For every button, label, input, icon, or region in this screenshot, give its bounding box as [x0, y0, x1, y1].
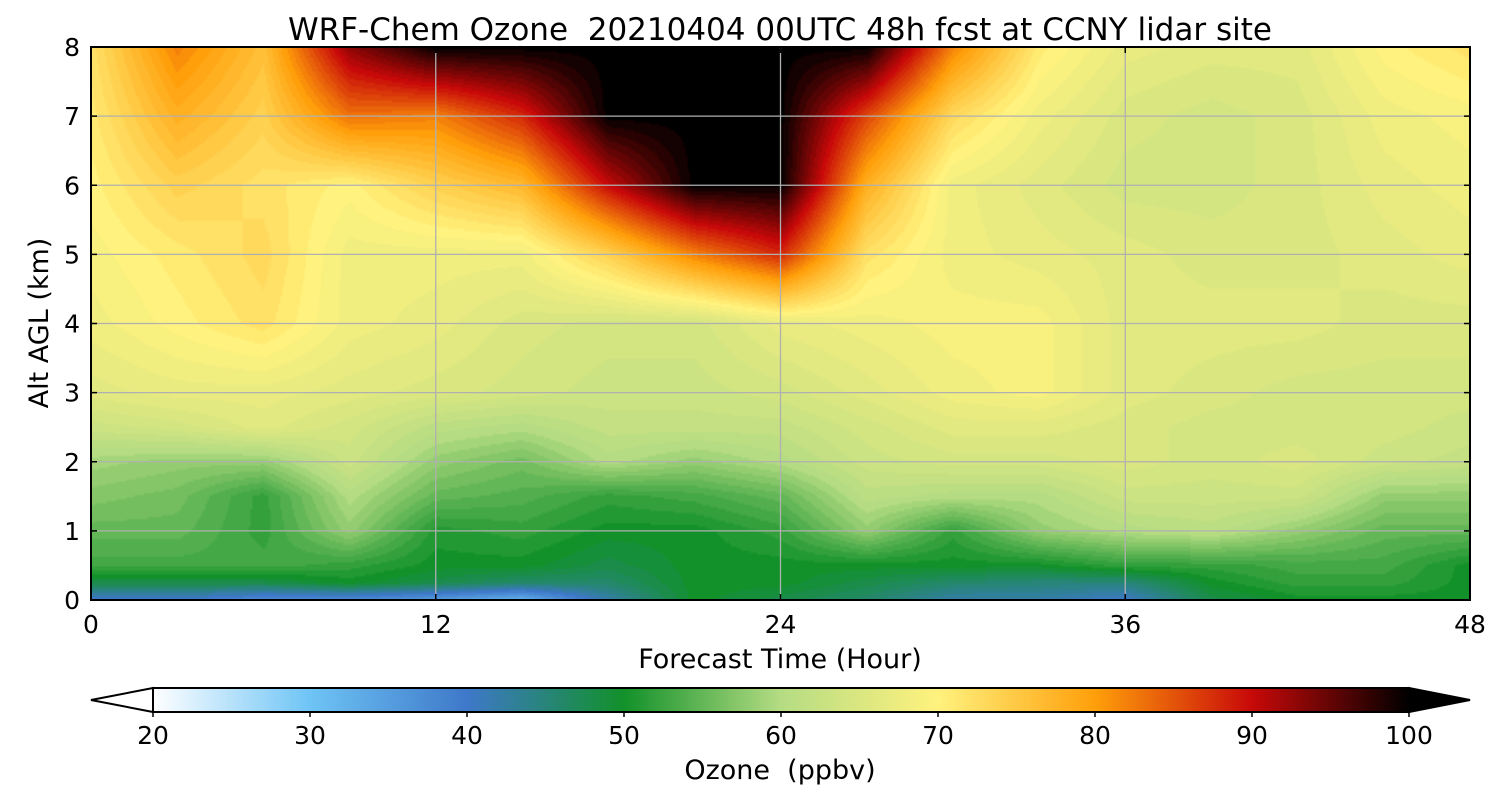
x-axis-label: Forecast Time (Hour) — [638, 644, 922, 675]
y-tick-label: 8 — [64, 33, 80, 62]
colorbar-tick-label: 30 — [294, 721, 326, 750]
colorbar-label: Ozone (ppbv) — [684, 755, 875, 786]
y-tick-label: 7 — [64, 102, 80, 131]
y-tick-label: 5 — [64, 240, 80, 269]
colorbar-ticks: 20 30 40 50 60 70 80 90 100 — [137, 712, 1433, 750]
y-tick-label: 3 — [64, 379, 80, 408]
y-tick-label: 0 — [64, 586, 80, 615]
y-axis-label: Alt AGL (km) — [24, 238, 55, 409]
x-tick-label: 0 — [83, 610, 99, 639]
colorbar-tick-label: 90 — [1236, 721, 1268, 750]
y-axis-ticks: 0 1 2 3 4 5 6 7 8 — [64, 33, 1470, 615]
grid-lines — [91, 47, 1470, 600]
y-tick-label: 6 — [64, 171, 80, 200]
colorbar-tick-label: 70 — [922, 721, 954, 750]
x-tick-label: 36 — [1109, 610, 1141, 639]
colorbar-tick-label: 20 — [137, 721, 169, 750]
colorbar-tick-label: 60 — [765, 721, 797, 750]
colorbar: 20 30 40 50 60 70 80 90 100 — [90, 686, 1471, 750]
x-tick-label: 48 — [1454, 610, 1486, 639]
colorbar-high-extend-arrow — [1408, 686, 1471, 714]
y-tick-label: 1 — [64, 517, 80, 546]
x-axis-ticks: 0 12 24 36 48 — [83, 47, 1486, 639]
chart-title: WRF-Chem Ozone 20210404 00UTC 48h fcst a… — [288, 12, 1272, 48]
y-tick-label: 2 — [64, 448, 80, 477]
x-tick-label: 24 — [765, 610, 797, 639]
x-tick-label: 12 — [420, 610, 452, 639]
colorbar-gradient — [153, 688, 1409, 712]
colorbar-tick-label: 50 — [608, 721, 640, 750]
y-tick-label: 4 — [64, 310, 80, 339]
colorbar-tick-label: 80 — [1079, 721, 1111, 750]
colorbar-tick-label: 100 — [1385, 721, 1433, 750]
colorbar-low-extend-arrow — [90, 686, 154, 714]
colorbar-tick-label: 40 — [451, 721, 483, 750]
